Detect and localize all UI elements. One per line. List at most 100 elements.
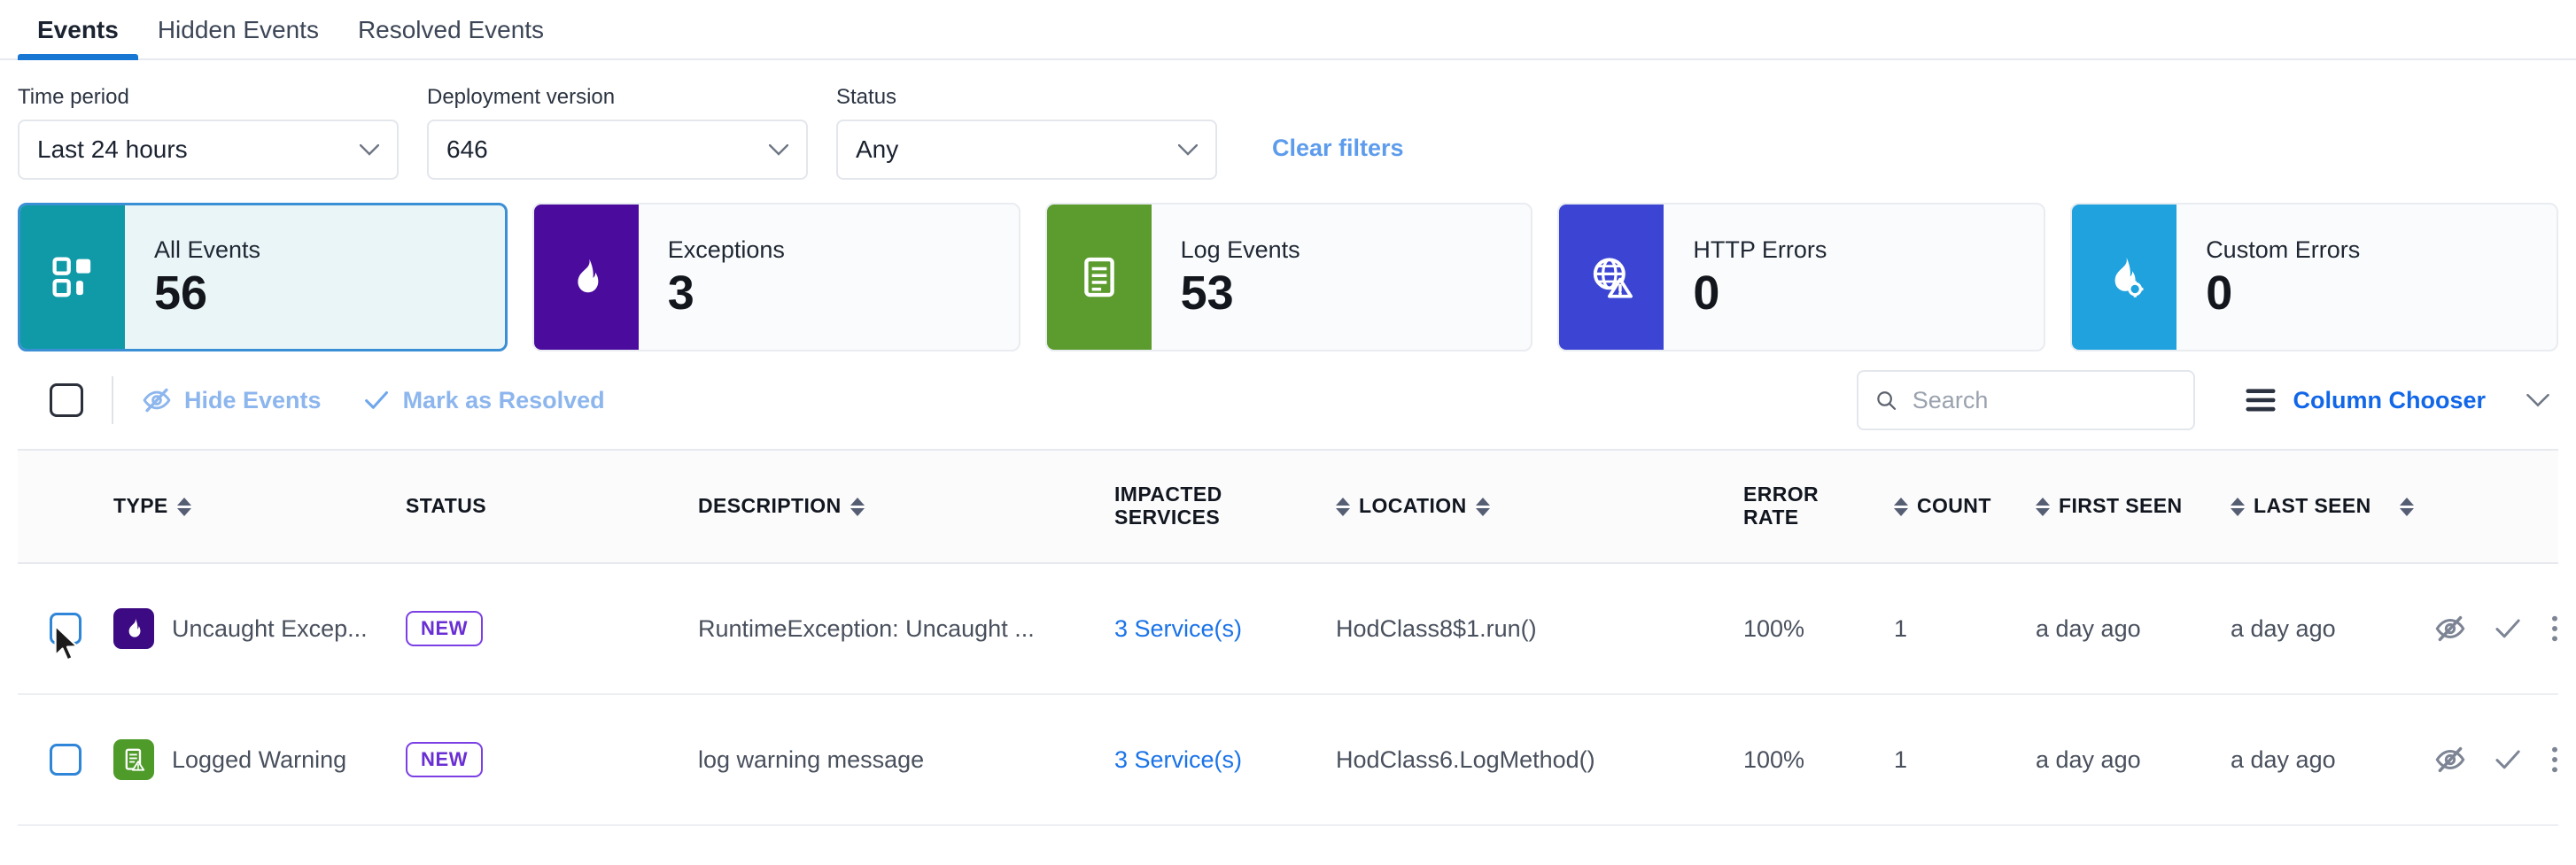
column-header-label: ERROR RATE (1743, 483, 1819, 529)
sort-arrows-icon[interactable] (1336, 497, 1350, 516)
column-header-label: FIRST SEEN (2059, 494, 2183, 518)
row-checkbox[interactable] (50, 613, 81, 645)
check-icon (364, 390, 388, 409)
cell-error-rate: 100% (1743, 615, 1894, 643)
cell-count: 1 (1894, 615, 2036, 643)
sort-arrows-icon[interactable] (2399, 497, 2414, 516)
sort-arrows-icon[interactable] (850, 497, 865, 516)
cell-last-seen: a day ago (2231, 746, 2434, 774)
stat-card-http-errors[interactable]: HTTP Errors 0 (1557, 203, 2046, 351)
cell-first-seen-text: a day ago (2036, 614, 2141, 642)
sort-arrows-icon[interactable] (2036, 497, 2050, 516)
tab-label: Events (37, 16, 119, 43)
chevron-down-icon (769, 143, 788, 156)
search-icon (1877, 391, 1897, 410)
cell-location-text: HodClass8$1.run() (1336, 614, 1537, 642)
stat-card-value: 0 (1693, 266, 1720, 320)
cell-count-text: 1 (1894, 745, 1908, 773)
status-value: Any (856, 135, 899, 163)
status-select[interactable]: Any (836, 120, 1217, 180)
stat-card-title: HTTP Errors (1693, 236, 1827, 263)
mark-as-resolved-button[interactable]: Mark as Resolved (362, 386, 605, 414)
table-row[interactable]: Uncaught Excep... NEW RuntimeException: … (18, 564, 2558, 695)
deployment-version-select[interactable]: 646 (427, 120, 808, 180)
column-header-location[interactable]: LOCATION (1336, 494, 1743, 518)
hide-events-button[interactable]: Hide Events (142, 385, 322, 415)
stat-card-title: Custom Errors (2206, 236, 2361, 263)
search-input[interactable] (1912, 386, 2178, 414)
cell-description: log warning message (698, 746, 1114, 774)
column-header-status[interactable]: STATUS (406, 494, 698, 518)
column-header-description[interactable]: DESCRIPTION (698, 494, 1114, 518)
stat-card-log-events[interactable]: Log Events 53 (1044, 203, 1533, 351)
chevron-down-icon[interactable] (2526, 393, 2549, 407)
cell-error-rate-text: 100% (1743, 614, 1805, 642)
mark-as-resolved-label: Mark as Resolved (402, 386, 605, 413)
impacted-services-link[interactable]: 3 Service(s) (1114, 745, 1243, 773)
chevron-down-icon (1178, 143, 1198, 156)
cell-location-text: HodClass6.LogMethod() (1336, 745, 1595, 773)
stat-card-custom-errors[interactable]: Custom Errors 0 (2070, 203, 2558, 351)
column-header-last-seen[interactable]: LAST SEEN (2231, 494, 2434, 518)
stat-card-title: Exceptions (667, 236, 785, 263)
row-more-menu-icon[interactable] (2549, 745, 2560, 775)
column-header-impacted-services[interactable]: IMPACTED SERVICES (1114, 483, 1336, 529)
clear-filters-button[interactable]: Clear filters (1272, 135, 1404, 161)
filter-label-deployment-version: Deployment version (427, 85, 616, 109)
hide-event-icon[interactable] (2434, 744, 2466, 776)
select-all-checkbox[interactable] (50, 383, 83, 417)
row-checkbox[interactable] (50, 744, 81, 776)
resolve-event-icon[interactable] (2493, 745, 2523, 775)
tab-bar: Events Hidden Events Resolved Events (0, 0, 2576, 60)
filter-label-time-period: Time period (18, 85, 129, 109)
impacted-services-link[interactable]: 3 Service(s) (1114, 614, 1243, 642)
sort-arrows-icon[interactable] (2231, 497, 2245, 516)
stat-card-title: All Events (154, 236, 261, 263)
time-period-select[interactable]: Last 24 hours (18, 120, 399, 180)
sort-arrows-icon[interactable] (176, 497, 191, 516)
stat-card-row: All Events 56 Exceptions 3 Log Eve (0, 180, 2576, 351)
row-checkbox-cell (18, 613, 113, 661)
time-period-value: Last 24 hours (37, 135, 188, 163)
resolve-event-icon[interactable] (2493, 614, 2523, 644)
cell-description-text: log warning message (698, 745, 925, 773)
cell-first-seen: a day ago (2036, 615, 2231, 643)
cell-error-rate-text: 100% (1743, 745, 1805, 773)
column-header-label: COUNT (1917, 494, 1991, 518)
stat-card-exceptions[interactable]: Exceptions 3 (531, 203, 1020, 351)
column-header-type[interactable]: TYPE (113, 494, 406, 518)
globe-warning-icon (1559, 205, 1664, 350)
tab-resolved-events[interactable]: Resolved Events (338, 18, 563, 58)
search-box[interactable] (1857, 370, 2196, 430)
document-warning-icon (113, 739, 154, 780)
cell-type: Uncaught Excep... (113, 608, 406, 649)
column-chooser-button[interactable]: Column Chooser (2245, 387, 2549, 414)
hide-event-icon[interactable] (2434, 613, 2466, 645)
sort-arrows-icon[interactable] (1475, 497, 1490, 516)
document-lines-icon (1046, 205, 1152, 350)
flame-icon (113, 608, 154, 649)
stat-card-all-events[interactable]: All Events 56 (18, 203, 508, 351)
toolbar-divider (112, 376, 113, 424)
filter-time-period: Time period Last 24 hours (18, 87, 399, 180)
row-checkbox-cell (18, 744, 113, 776)
cell-count-text: 1 (1894, 614, 1908, 642)
column-header-first-seen[interactable]: FIRST SEEN (2036, 494, 2231, 518)
cell-description: RuntimeException: Uncaught ... (698, 615, 1114, 643)
sort-arrows-icon[interactable] (1894, 497, 1908, 516)
chevron-down-icon (360, 143, 379, 156)
column-header-count[interactable]: COUNT (1894, 494, 2036, 518)
hide-events-label: Hide Events (184, 386, 322, 413)
cell-impacted-services: 3 Service(s) (1114, 615, 1336, 643)
events-table: TYPE STATUS DESCRIPTION IMPACTED SERVICE… (0, 449, 2576, 826)
column-header-label: LOCATION (1359, 494, 1467, 518)
filter-label-status: Status (836, 85, 897, 109)
eye-off-icon (143, 388, 171, 413)
table-row[interactable]: Logged Warning NEW log warning message 3… (18, 695, 2558, 826)
tab-hidden-events[interactable]: Hidden Events (138, 18, 338, 58)
column-header-error-rate[interactable]: ERROR RATE (1743, 483, 1894, 529)
row-more-menu-icon[interactable] (2549, 614, 2560, 644)
deployment-version-value: 646 (446, 135, 488, 163)
filter-deployment-version: Deployment version 646 (427, 87, 808, 180)
tab-events[interactable]: Events (18, 16, 138, 60)
